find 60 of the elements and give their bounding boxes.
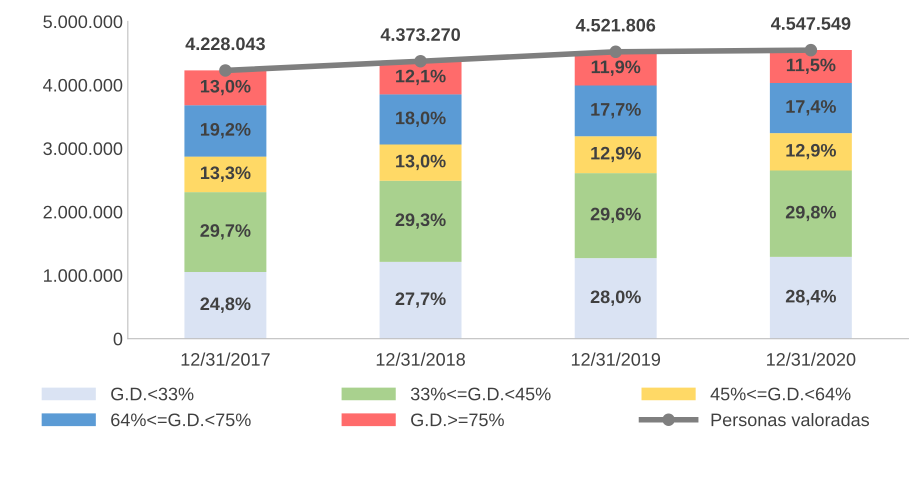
annotation: 24,8% xyxy=(200,297,251,313)
annotation: 12,9% xyxy=(786,144,836,160)
bar xyxy=(184,156,266,192)
annotation: 29,7% xyxy=(200,224,251,240)
bar xyxy=(770,83,852,134)
annotation: 13,3% xyxy=(200,166,251,182)
bar xyxy=(380,262,462,339)
annotation: 17,4% xyxy=(786,100,836,116)
bar xyxy=(574,258,657,339)
x-tick-label: 12/31/2020 xyxy=(767,352,856,366)
bar xyxy=(574,136,657,174)
annotation: 13,0% xyxy=(396,154,446,170)
annotation: 11,5% xyxy=(786,58,836,74)
x-tick-label: 12/31/2017 xyxy=(182,352,270,366)
bar xyxy=(380,180,462,262)
annotation: 29,6% xyxy=(590,208,641,224)
point xyxy=(219,64,232,77)
annotation: 28,4% xyxy=(786,290,836,306)
point xyxy=(609,46,622,58)
bar xyxy=(184,272,266,339)
legend-label: Personas valoradas xyxy=(712,412,870,426)
x-tick-label: 12/31/2018 xyxy=(376,352,465,366)
bar xyxy=(574,86,657,136)
data-label: 4.228.043 xyxy=(186,37,265,50)
y-tick-label: 4.000.000 xyxy=(43,78,122,92)
bar xyxy=(380,144,462,181)
legend-label: 64%<=G.D.<75% xyxy=(111,413,251,426)
annotation: 11,9% xyxy=(592,60,640,76)
point xyxy=(414,54,427,68)
annotation: 29,3% xyxy=(396,213,446,229)
bar xyxy=(574,173,657,258)
annotation: 28,0% xyxy=(590,290,641,306)
annotation: 27,7% xyxy=(396,292,446,308)
data-label: 4.373.270 xyxy=(380,28,460,42)
annotation: 19,2% xyxy=(200,122,251,138)
point xyxy=(804,44,818,56)
y-tick-label: 5.000.000 xyxy=(43,15,122,28)
y-tick-label: 3.000.000 xyxy=(43,142,122,156)
bar xyxy=(184,192,266,272)
legend-label: G.D.<33% xyxy=(111,388,194,400)
data-label: 4.521.806 xyxy=(576,18,656,32)
annotation: 12,1% xyxy=(396,70,446,86)
bar xyxy=(380,94,462,145)
bar xyxy=(770,170,852,257)
legend-label: 33%<=G.D.<45% xyxy=(410,388,551,400)
y-tick-label: 0 xyxy=(114,332,122,346)
legend-label: G.D.>=75% xyxy=(411,413,504,426)
bar xyxy=(770,256,852,339)
annotation: 12,9% xyxy=(591,146,641,162)
annotation: 18,0% xyxy=(396,112,446,127)
annotation: 13,0% xyxy=(200,80,251,96)
legend-label: 45%<=G.D.<64% xyxy=(710,388,850,400)
annotation: 17,7% xyxy=(591,103,641,118)
y-tick-label: 1.000.000 xyxy=(44,269,122,282)
y-tick-label: 2.000.000 xyxy=(44,206,122,219)
bar xyxy=(770,133,852,171)
x-tick-label: 12/31/2019 xyxy=(572,352,660,366)
bar xyxy=(184,105,266,157)
data-label: 4.547.549 xyxy=(770,17,850,30)
annotation: 29,8% xyxy=(786,206,836,222)
